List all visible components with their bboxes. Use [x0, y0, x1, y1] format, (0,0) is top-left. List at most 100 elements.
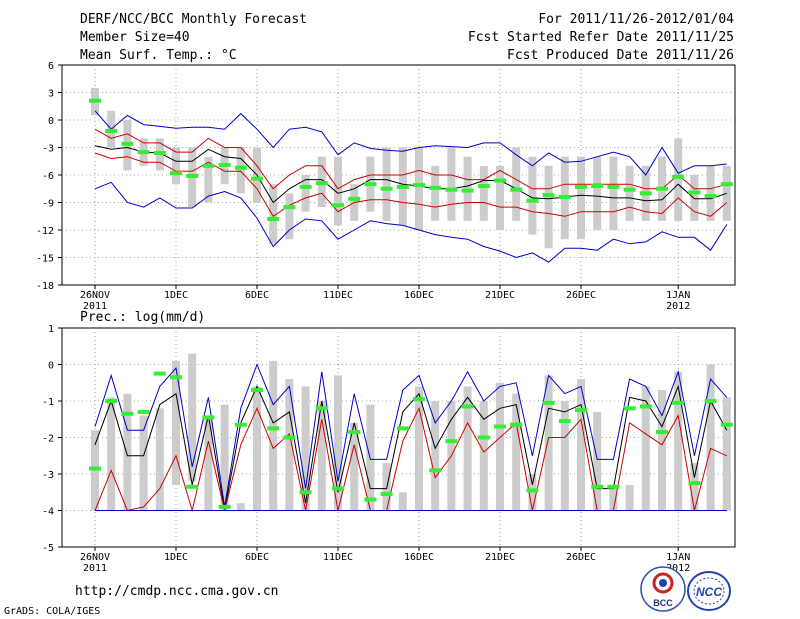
prec-median-mark: [656, 430, 668, 435]
prec-median-mark: [429, 468, 442, 473]
temp-median-mark: [494, 178, 506, 183]
prec-median-mark: [575, 408, 587, 413]
prec-median-mark: [299, 490, 312, 495]
temp-ytick-label: -12: [36, 226, 54, 237]
prec-ytick-label: 0: [48, 361, 54, 372]
prec-median-mark: [153, 371, 166, 376]
prec-median-mark: [720, 422, 733, 427]
temp-median-mark: [704, 194, 717, 199]
temp-median-mark: [218, 162, 231, 167]
prec-line-max: [94, 363, 728, 507]
prec-ytick-label: -5: [42, 543, 54, 554]
prec-median-mark: [494, 424, 506, 429]
prec-ytick-label: -2: [42, 434, 54, 445]
temp-box: [447, 147, 456, 221]
temp-xtick-year: 2012: [666, 301, 690, 312]
temp-median-mark: [283, 205, 296, 210]
start-date: Fcst Started Refer Date 2011/11/25: [467, 30, 734, 45]
temp-xtick-label: 1DEC: [164, 290, 188, 301]
temp-box: [544, 165, 553, 249]
variable-label-temp: Mean Surf. Temp.: °C: [80, 48, 237, 63]
prec-median-mark: [251, 388, 263, 393]
temp-line-mean: [94, 145, 727, 204]
prec-median-mark: [542, 400, 555, 405]
temp-median-mark: [558, 195, 571, 199]
prec-median-mark: [461, 404, 474, 409]
temp-ytick-label: -18: [36, 281, 54, 292]
prec-xtick-label: 21DEC: [485, 552, 515, 563]
temp-median-mark: [639, 191, 652, 196]
prec-box: [285, 379, 294, 511]
prec-box: [690, 463, 699, 511]
website-url[interactable]: http://cmdp.ncc.cma.gov.cn: [75, 584, 279, 599]
temp-box: [674, 138, 683, 221]
chart-title: DERF/NCC/BCC Monthly Forecast: [80, 12, 307, 27]
temp-median-mark: [720, 182, 733, 187]
prec-median-mark: [218, 504, 231, 509]
temp-box: [269, 184, 278, 244]
svg-text:NCC: NCC: [696, 585, 722, 599]
prec-box: [722, 397, 731, 511]
prec-median-mark: [105, 399, 118, 403]
temp-median-mark: [526, 198, 539, 203]
temp-xtick-label: 26DEC: [566, 290, 596, 301]
temp-box: [236, 147, 245, 194]
prec-box: [544, 375, 553, 511]
temp-median-mark: [672, 174, 685, 179]
bcc-logo: BCC: [640, 566, 686, 612]
temp-box: [593, 156, 602, 230]
temp-median-mark: [170, 171, 182, 176]
prec-box: [123, 393, 132, 511]
temp-median-mark: [380, 186, 393, 191]
variable-label-prec: Prec.: log(mm/d): [80, 310, 206, 325]
prec-box: [479, 401, 488, 511]
prec-ytick-label: 1: [48, 324, 54, 335]
temp-ytick-label: -6: [42, 171, 54, 182]
member-size: Member Size=40: [80, 30, 190, 45]
temp-box: [382, 147, 391, 221]
prec-box: [107, 397, 116, 511]
temp-line-min: [94, 181, 728, 263]
prec-xtick-label: 6DEC: [245, 552, 269, 563]
temp-median-mark: [364, 182, 377, 187]
temp-median-mark: [575, 184, 587, 189]
prec-box: [431, 401, 440, 511]
temp-xtick-year: 2011: [83, 301, 107, 312]
prec-median-mark: [364, 497, 377, 502]
temp-box: [577, 156, 585, 240]
prec-box: [512, 393, 521, 511]
prec-median-mark: [477, 435, 490, 440]
temp-ytick-label: 3: [48, 89, 54, 100]
temp-median-mark: [445, 187, 458, 192]
prec-box: [625, 484, 634, 511]
temp-median-mark: [477, 184, 490, 188]
prec-box: [172, 360, 180, 485]
temp-xtick-label: 26NOV: [80, 290, 110, 301]
temp-box: [431, 165, 440, 221]
temp-median-mark: [137, 150, 150, 155]
temp-ytick-label: -3: [42, 144, 54, 155]
temp-median-mark: [267, 217, 280, 221]
prec-median-mark: [623, 406, 636, 411]
prec-median-mark: [607, 484, 620, 489]
prec-box: [253, 386, 261, 511]
prec-median-mark: [510, 422, 523, 427]
prec-line-mean: [94, 384, 728, 511]
temp-median-mark: [332, 203, 344, 208]
prec-box: [560, 401, 569, 511]
prec-box: [706, 364, 715, 511]
prec-box: [577, 379, 585, 511]
temp-median-mark: [510, 187, 523, 192]
prec-median-mark: [639, 404, 652, 409]
temp-median-mark: [461, 188, 474, 193]
temp-box: [690, 175, 699, 221]
prec-box: [155, 408, 164, 511]
prec-median-mark: [672, 400, 685, 405]
prec-xtick-year: 2012: [666, 563, 690, 574]
temp-median-mark: [413, 183, 425, 188]
prec-median-mark: [170, 375, 182, 380]
temp-median-mark: [429, 185, 442, 190]
grads-credit: GrADS: COLA/IGES: [4, 606, 101, 617]
prec-xtick-label: 26NOV: [80, 552, 110, 563]
